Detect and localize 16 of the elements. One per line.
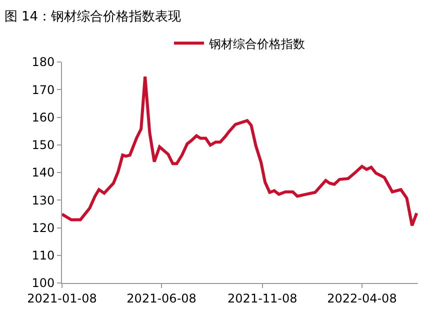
y-tick-label: 180 <box>32 55 55 70</box>
y-tick-label: 170 <box>32 82 55 97</box>
x-tick-label: 2021-06-08 <box>126 291 196 306</box>
y-tick-label: 150 <box>32 138 55 152</box>
x-tick-label: 2021-11-08 <box>228 291 298 306</box>
x-tick-label: 2021-01-08 <box>27 291 97 306</box>
legend-label: 钢材综合价格指数 <box>208 36 305 51</box>
x-tick-label: 2022-04-08 <box>327 291 397 306</box>
y-tick-label: 160 <box>32 110 55 124</box>
line-series <box>62 75 418 228</box>
chart-title: 图 14：钢材综合价格指数表现 <box>4 10 182 25</box>
y-tick-label: 120 <box>32 220 55 235</box>
y-tick-label: 110 <box>32 248 55 263</box>
y-tick-label: 100 <box>32 276 55 290</box>
y-tick-label: 140 <box>32 166 55 180</box>
y-tick-label: 130 <box>32 193 55 208</box>
